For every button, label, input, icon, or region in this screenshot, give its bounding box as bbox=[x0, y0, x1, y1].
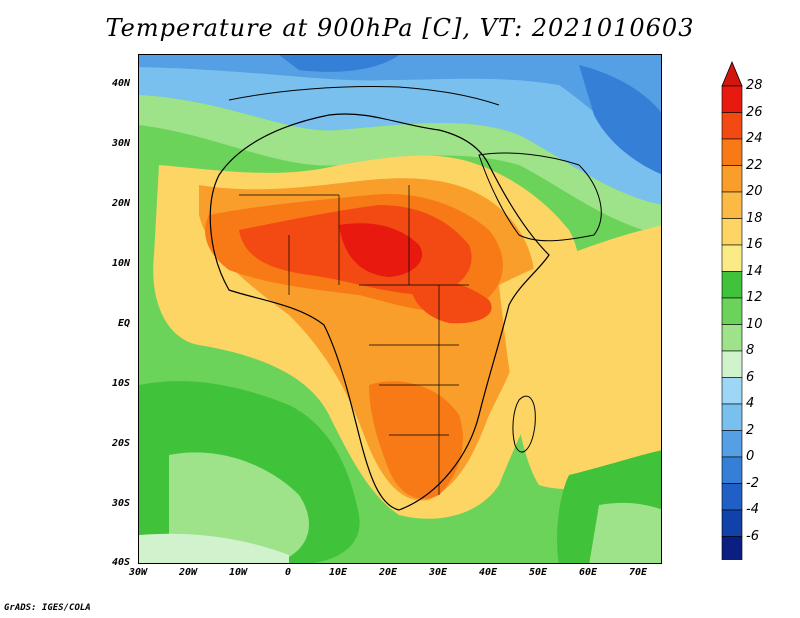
lat-label: 20N bbox=[111, 198, 130, 209]
lon-label: 40E bbox=[478, 567, 498, 578]
colorbar-segment bbox=[721, 403, 743, 431]
indian-ocean-light bbox=[589, 502, 661, 563]
lon-label: 70E bbox=[628, 567, 648, 578]
lon-label: 50E bbox=[528, 567, 548, 578]
map-canvas bbox=[139, 55, 661, 563]
lat-label: 10S bbox=[111, 378, 130, 389]
footer-credit: GrADS: IGES/COLA bbox=[4, 603, 91, 613]
lon-label: 0 bbox=[284, 567, 292, 578]
lat-label: 40S bbox=[111, 557, 130, 568]
colorbar-segment bbox=[721, 377, 743, 405]
colorbar-segment bbox=[721, 297, 743, 325]
north-transition bbox=[139, 95, 661, 235]
colorbar-segment bbox=[721, 191, 743, 219]
lat-label: 30N bbox=[111, 138, 130, 149]
colorbar-tick-label: -2 bbox=[746, 475, 759, 491]
arabia-outline bbox=[478, 152, 602, 242]
lat-label: EQ bbox=[117, 318, 130, 329]
lon-label: 20E bbox=[378, 567, 398, 578]
colorbar-tick-label: 6 bbox=[746, 369, 755, 385]
colorbar-tick-label: 4 bbox=[746, 396, 755, 411]
colorbar-tick-label: 24 bbox=[746, 131, 763, 146]
lon-label: 30W bbox=[128, 567, 148, 578]
temperature-map bbox=[138, 54, 662, 564]
lat-label: 20S bbox=[111, 438, 130, 449]
indian-ocean-warm bbox=[499, 225, 661, 490]
lon-label: 10W bbox=[228, 567, 248, 578]
lon-label: 30E bbox=[428, 567, 448, 578]
colorbar-tick-label: 0 bbox=[746, 449, 755, 464]
colorbar-tick-label: 12 bbox=[746, 290, 763, 305]
colorbar-tick-label: -4 bbox=[746, 502, 759, 517]
colorbar-tick-label: 22 bbox=[746, 157, 763, 173]
colorbar-segment bbox=[721, 138, 743, 166]
lon-label: 60E bbox=[578, 567, 598, 578]
colorbar-tick-label: 16 bbox=[746, 237, 763, 252]
lat-label: 40N bbox=[111, 78, 130, 89]
colorbar-segment bbox=[721, 483, 743, 511]
south-cold-band bbox=[139, 533, 289, 563]
colorbar-segment bbox=[721, 112, 743, 140]
colorbar-segment bbox=[721, 324, 743, 352]
sahel-28 bbox=[339, 223, 423, 277]
colorbar-segment bbox=[721, 509, 743, 537]
map-title: Temperature at 900hPa [C], VT: 202101060… bbox=[105, 14, 695, 42]
colorbar-segment bbox=[721, 350, 743, 378]
colorbar-segment bbox=[721, 536, 743, 560]
colorbar-segment bbox=[721, 218, 743, 246]
cold-patch-northwest bbox=[279, 55, 399, 72]
east-cold-patch bbox=[579, 65, 661, 175]
colorbar-segment bbox=[721, 244, 743, 272]
colorbar-segment bbox=[721, 456, 743, 484]
colorbar-tick-label: 18 bbox=[746, 210, 763, 226]
colorbar-tick-label: -6 bbox=[746, 528, 759, 544]
colorbar-segment bbox=[721, 85, 743, 113]
southern-africa-24 bbox=[369, 381, 463, 499]
north-coldest-band bbox=[139, 55, 661, 145]
lon-label: 10E bbox=[328, 567, 348, 578]
lon-label: 20W bbox=[178, 567, 198, 578]
lat-label: 10N bbox=[111, 258, 130, 269]
east-africa-26 bbox=[409, 275, 492, 324]
colorbar-segment bbox=[721, 165, 743, 193]
colorbar-segment bbox=[721, 430, 743, 458]
colorbar bbox=[721, 60, 743, 560]
colorbar-tick-label: 26 bbox=[746, 104, 763, 120]
colorbar-segment bbox=[721, 271, 743, 299]
colorbar-top-arrow bbox=[721, 60, 743, 87]
lat-label: 30S bbox=[111, 498, 130, 509]
madagascar-outline bbox=[512, 395, 536, 453]
africa-coastline bbox=[209, 113, 550, 511]
colorbar-tick-label: 28 bbox=[746, 78, 763, 93]
colorbar-tick-label: 8 bbox=[746, 343, 755, 358]
colorbar-tick-label: 10 bbox=[746, 316, 763, 332]
mediterranean-outline bbox=[228, 86, 500, 106]
colorbar-tick-label: 2 bbox=[746, 422, 755, 438]
colorbar-tick-label: 20 bbox=[746, 184, 763, 199]
north-cold-band bbox=[139, 55, 661, 205]
colorbar-tick-label: 14 bbox=[746, 263, 763, 279]
country-borders bbox=[239, 185, 469, 495]
